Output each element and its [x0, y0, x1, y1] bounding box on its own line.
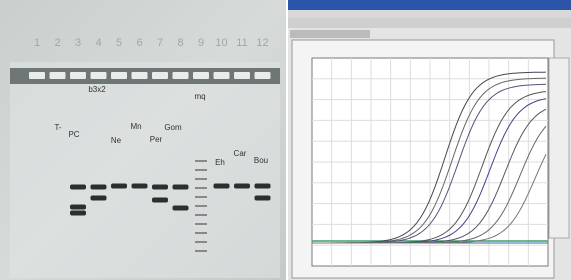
lane-label: T- — [54, 123, 61, 132]
menu-bar — [288, 10, 571, 18]
lane-label: PC — [68, 130, 79, 139]
band — [91, 196, 107, 201]
ladder-band — [195, 160, 207, 162]
lane-number: 4 — [95, 37, 101, 49]
well — [91, 72, 107, 79]
well — [255, 72, 271, 79]
lane-number: 8 — [177, 37, 183, 49]
well — [234, 72, 250, 79]
well — [193, 72, 209, 79]
lane-label: Eh — [215, 158, 225, 167]
lane-number: 6 — [136, 37, 142, 49]
ladder-band — [195, 178, 207, 180]
lane-label: mq — [194, 92, 205, 101]
well — [173, 72, 189, 79]
lane-number: 5 — [116, 37, 122, 49]
band — [70, 211, 86, 216]
ladder-band — [195, 223, 207, 225]
ladder-band — [195, 214, 207, 216]
ladder-band — [195, 196, 207, 198]
band — [152, 198, 168, 203]
lane-label: Mn — [130, 122, 141, 131]
well — [29, 72, 45, 79]
lane-number: 9 — [198, 37, 204, 49]
lane-label: Ne — [111, 136, 122, 145]
gel-slab — [10, 62, 280, 278]
tabs — [290, 30, 370, 38]
band — [91, 185, 107, 190]
title-bar — [288, 0, 571, 10]
lane-label: Per — [150, 135, 163, 144]
well — [152, 72, 168, 79]
band — [255, 184, 271, 189]
band — [255, 196, 271, 201]
lane-number: 3 — [75, 37, 81, 49]
composite-figure: 123456789101112 T- PC b3x2 Ne Mn Per Gom… — [0, 0, 571, 280]
band — [111, 184, 127, 189]
lane-label: Gom — [164, 123, 182, 132]
lane-number: 12 — [256, 37, 268, 49]
ladder-band — [195, 241, 207, 243]
band — [132, 184, 148, 189]
ladder-band — [195, 232, 207, 234]
ladder-band — [195, 187, 207, 189]
lane-label: b3x2 — [88, 85, 106, 94]
well — [214, 72, 230, 79]
ladder-band — [195, 205, 207, 207]
ladder-band — [195, 250, 207, 252]
band — [173, 206, 189, 211]
well — [70, 72, 86, 79]
lane-number: 2 — [54, 37, 60, 49]
legend-panel — [549, 58, 569, 238]
well — [50, 72, 66, 79]
band — [214, 184, 230, 189]
lane-number: 7 — [157, 37, 163, 49]
lane-number: 10 — [215, 37, 227, 49]
lane-label: Bou — [254, 156, 268, 165]
well — [132, 72, 148, 79]
lane-number: 11 — [236, 37, 247, 49]
well — [111, 72, 127, 79]
band — [70, 205, 86, 210]
ladder-band — [195, 169, 207, 171]
band — [234, 184, 250, 189]
toolbar — [288, 18, 571, 28]
band — [70, 185, 86, 190]
lane-label: Car — [234, 149, 247, 158]
band — [152, 185, 168, 190]
qpcr-screenshot — [288, 0, 571, 280]
band — [173, 185, 189, 190]
lane-number: 1 — [34, 37, 40, 49]
